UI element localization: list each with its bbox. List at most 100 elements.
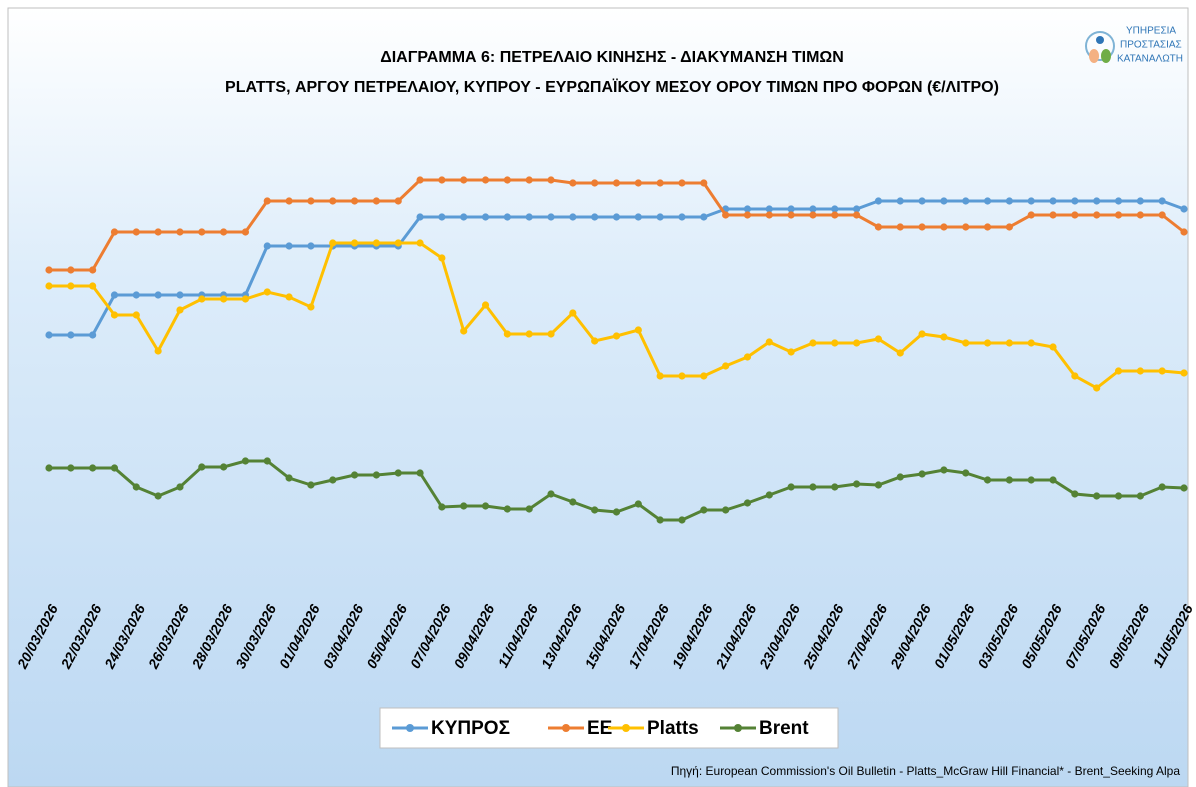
legend-marker — [622, 724, 630, 732]
data-point — [787, 483, 795, 491]
data-point — [940, 333, 948, 341]
data-point — [569, 309, 577, 317]
data-point — [547, 330, 555, 338]
data-point — [569, 498, 577, 506]
data-point — [176, 483, 184, 491]
data-point — [656, 516, 664, 524]
data-point — [110, 311, 119, 319]
data-point — [874, 223, 883, 231]
data-point — [220, 463, 228, 471]
data-point — [678, 372, 686, 380]
data-point — [263, 457, 271, 465]
data-point — [1071, 211, 1079, 219]
data-point — [743, 211, 752, 219]
logo-text: ΥΠΗΡΕΣΙΑ — [1126, 26, 1176, 37]
data-point — [612, 179, 621, 187]
data-point — [394, 239, 402, 247]
logo: ΥΠΗΡΕΣΙΑ ΠΡΟΣΤΑΣΙΑΣ ΚΑΤΑΝΑΛΩΤΗ — [1085, 26, 1183, 65]
data-point — [831, 205, 839, 213]
data-point — [874, 197, 883, 205]
data-point — [962, 339, 970, 347]
data-point — [372, 239, 381, 247]
legend-marker — [734, 724, 742, 732]
data-point — [1049, 197, 1057, 205]
logo-text: ΚΑΤΑΝΑΛΩΤΗ — [1117, 54, 1183, 65]
data-point — [525, 176, 533, 184]
data-point — [722, 362, 730, 370]
data-point — [722, 211, 730, 219]
data-point — [809, 339, 817, 347]
data-point — [45, 331, 53, 339]
legend-label: ΕΕ — [587, 718, 612, 739]
data-point — [503, 213, 511, 221]
legend-label: Platts — [647, 718, 699, 739]
data-point — [307, 303, 315, 311]
data-point — [918, 223, 926, 231]
data-point — [700, 506, 708, 514]
data-point — [634, 500, 642, 508]
data-point — [591, 337, 599, 345]
data-point — [809, 211, 817, 219]
data-point — [350, 471, 359, 479]
data-point — [1071, 372, 1079, 380]
data-point — [1071, 490, 1079, 498]
data-point — [45, 266, 53, 274]
data-point — [220, 228, 228, 236]
logo-text: ΠΡΟΣΤΑΣΙΑΣ — [1120, 40, 1182, 51]
data-point — [1027, 339, 1035, 347]
data-point — [525, 330, 533, 338]
data-point — [263, 288, 271, 296]
data-point — [220, 295, 228, 303]
data-point — [45, 464, 53, 472]
data-point — [809, 205, 817, 213]
data-point — [896, 349, 904, 357]
data-point — [241, 457, 250, 465]
data-point — [1114, 367, 1123, 375]
data-point — [1049, 343, 1057, 351]
data-point — [983, 197, 992, 205]
data-point — [1093, 197, 1101, 205]
data-point — [962, 223, 970, 231]
data-point — [307, 242, 315, 250]
data-point — [1049, 476, 1057, 484]
data-point — [1158, 483, 1166, 491]
data-point — [460, 502, 468, 510]
data-point — [285, 197, 293, 205]
data-point — [263, 197, 271, 205]
data-point — [940, 197, 948, 205]
data-point — [89, 266, 97, 274]
data-point — [962, 197, 970, 205]
data-point — [1158, 211, 1166, 219]
data-point — [1158, 367, 1166, 375]
source-note: Πηγή: European Commission's Oil Bulletin… — [671, 764, 1180, 778]
data-point — [1114, 197, 1123, 205]
data-point — [132, 311, 140, 319]
data-point — [154, 228, 162, 236]
data-point — [591, 506, 599, 514]
logo-dot — [1096, 36, 1104, 44]
data-point — [852, 480, 861, 488]
data-point — [678, 179, 686, 187]
data-point — [1093, 384, 1101, 392]
data-point — [700, 179, 708, 187]
data-point — [1027, 197, 1035, 205]
legend-label: ΚΥΠΡΟΣ — [431, 718, 510, 739]
data-point — [285, 474, 293, 482]
data-point — [896, 473, 904, 481]
data-point — [656, 372, 664, 380]
data-point — [307, 197, 315, 205]
data-point — [634, 179, 642, 187]
data-point — [110, 291, 119, 299]
data-point — [831, 483, 839, 491]
data-point — [852, 339, 861, 347]
data-point — [1136, 197, 1144, 205]
data-point — [1180, 205, 1188, 213]
data-point — [1027, 211, 1035, 219]
data-point — [438, 213, 446, 221]
data-point — [743, 499, 752, 507]
data-point — [67, 464, 75, 472]
data-point — [852, 205, 861, 213]
data-point — [132, 228, 140, 236]
